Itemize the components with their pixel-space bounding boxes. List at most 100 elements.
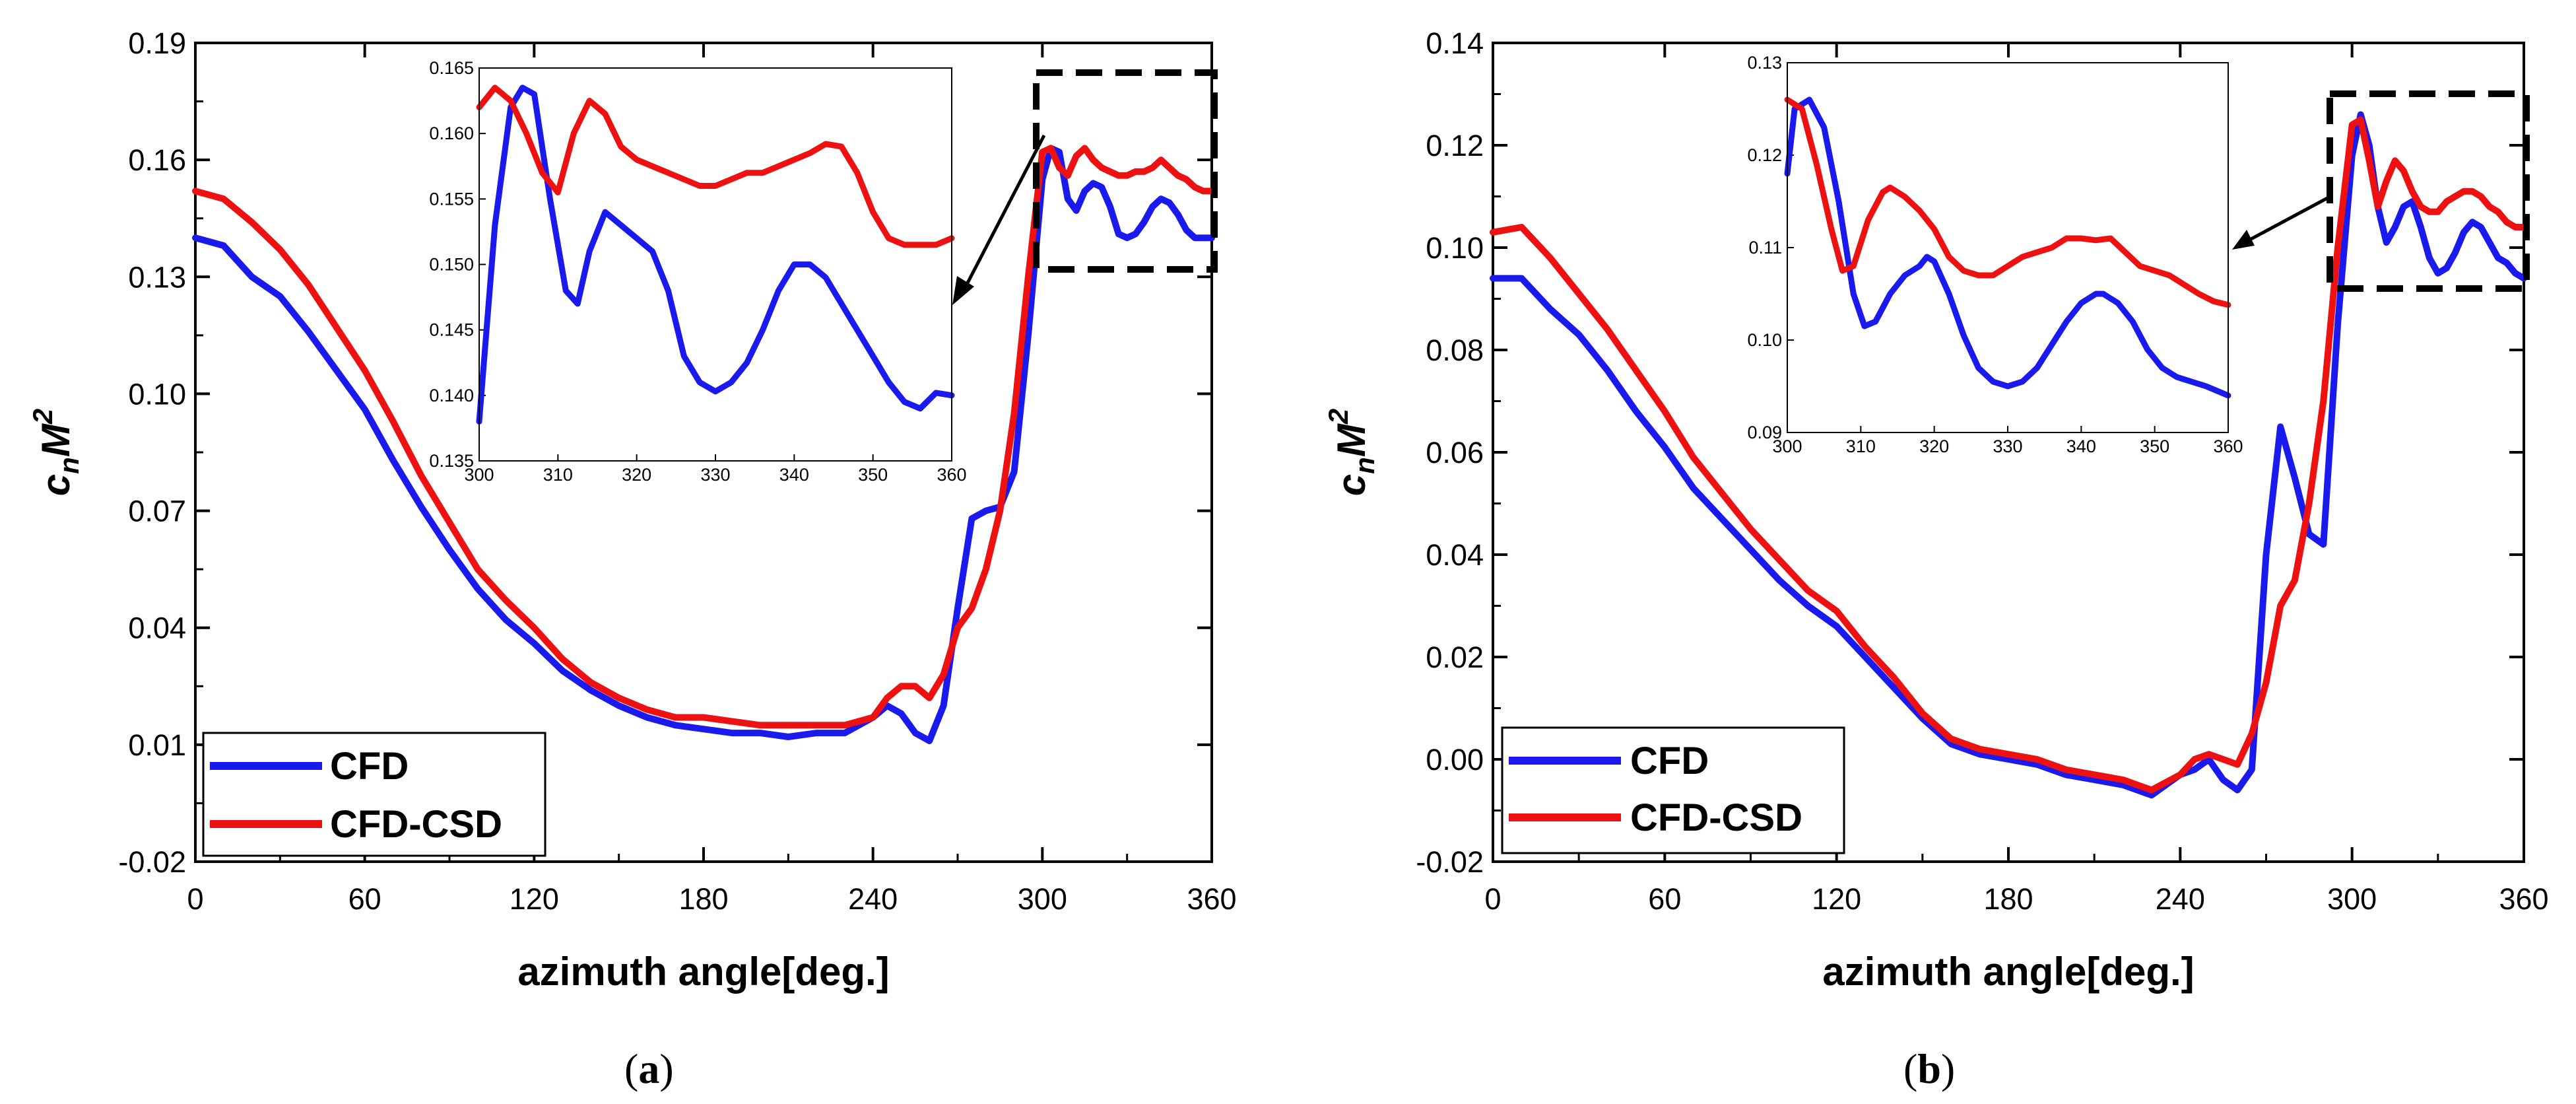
x-tick-label: 60	[1648, 882, 1681, 916]
inset-y-tick-label: 0.165	[429, 58, 474, 78]
inset-x-tick-label: 300	[464, 465, 494, 485]
x-tick-label: 0	[187, 882, 203, 916]
panel-b-inset-ticks: 300 310 320 330 340 350 360 0.09 0.10 0.11 0.12 0.1…	[1747, 53, 2243, 456]
legend-label-cfd-csd: CFD-CSD	[1630, 796, 1802, 839]
inset-y-tick-label: 0.10	[1747, 330, 1782, 350]
inset-y-tick-label: 0.11	[1748, 238, 1782, 258]
inset-x-tick-label: 330	[1993, 436, 2022, 456]
panel-b-inset-bg	[1787, 63, 2228, 432]
inset-x-tick-label: 310	[1846, 436, 1876, 456]
panel-a-legend: CFD CFD-CSD	[202, 732, 546, 857]
y-tick-label: 0.19	[128, 26, 186, 60]
inset-y-tick-label: 0.145	[429, 320, 474, 340]
y-tick-label: -0.02	[1416, 845, 1484, 879]
x-tick-label: 240	[2156, 882, 2205, 916]
y-tick-label: 0.08	[1426, 333, 1484, 367]
panel-a-inset-series	[476, 85, 955, 425]
inset-y-tick-label: 0.09	[1747, 423, 1782, 442]
inset-y-tick-label: 0.13	[1747, 53, 1782, 73]
y-tick-label: 0.10	[128, 377, 186, 411]
y-tick-label: -0.02	[118, 845, 186, 879]
panel-b-x-axis-label: azimuth angle[deg.]	[1822, 949, 2194, 994]
series-line-cfd-csd	[1490, 116, 2527, 794]
panel-b: 0 60 120 180 240 300 360 -0.02 0.00 0.02 0.04 0.06…	[1323, 26, 2549, 1092]
panel-a-y-ticks: -0.02 0.01 0.04 0.07 0.10 0.13 0.16 0.19	[118, 26, 1212, 879]
inset-x-tick-label: 350	[858, 465, 888, 485]
panel-b-zoom-box	[2327, 90, 2530, 292]
svg-text:cnM2: cnM2	[27, 409, 84, 496]
panel-a-caption: (a)	[624, 1045, 674, 1092]
y-tick-label: 0.16	[128, 143, 186, 177]
x-tick-label: 180	[678, 882, 728, 916]
x-tick-label: 360	[2499, 882, 2548, 916]
inset-x-tick-label: 300	[1772, 436, 1802, 456]
inset-x-tick-label: 330	[700, 465, 730, 485]
inset-y-tick-label: 0.155	[429, 189, 474, 209]
panel-b-legend: CFD CFD-CSD	[1501, 726, 1845, 854]
x-tick-label: 120	[510, 882, 559, 916]
panel-b-y-ticks: -0.02 0.00 0.02 0.04 0.06 0.08 0.10 0.12 0.14	[1416, 26, 2524, 879]
y-tick-label: 0.04	[128, 611, 186, 645]
panel-a-zoom-arrow	[962, 134, 1046, 292]
inset-y-tick-label: 0.135	[429, 451, 474, 471]
y-tick-label: 0.07	[128, 495, 186, 528]
inset-series-line-cfd	[1784, 96, 2231, 399]
x-tick-label: 240	[848, 882, 898, 916]
inset-x-tick-label: 340	[2066, 436, 2096, 456]
panel-a-x-ticks: 0 60 120 180 240 300 360	[187, 43, 1237, 916]
panel-b-zoom-arrow	[2246, 195, 2331, 243]
y-tick-label: 0.10	[1426, 231, 1484, 265]
inset-x-tick-label: 320	[1919, 436, 1949, 456]
inset-series-line-cfd-csd	[476, 85, 955, 248]
inset-x-tick-label: 360	[2213, 436, 2243, 456]
panel-a-series	[192, 145, 1215, 744]
legend-label-cfd-csd: CFD-CSD	[330, 803, 502, 846]
panel-a-y-axis-label: cnM2	[27, 409, 84, 496]
inset-y-tick-label: 0.12	[1747, 145, 1782, 165]
x-tick-label: 120	[1812, 882, 1861, 916]
panel-b-zoom-arrowhead	[2232, 230, 2255, 250]
panel-b-inset-frame	[1787, 62, 2229, 433]
inset-x-tick-label: 340	[779, 465, 809, 485]
y-tick-label: 0.00	[1426, 743, 1484, 776]
legend-label-cfd: CFD	[1630, 740, 1709, 782]
x-tick-label: 60	[348, 882, 381, 916]
inset-x-tick-label: 350	[2140, 436, 2169, 456]
inset-series-line-cfd-csd	[1784, 96, 2231, 308]
panel-a-zoom-arrowhead	[952, 276, 974, 305]
series-line-cfd-csd	[192, 145, 1215, 729]
y-tick-label: 0.02	[1426, 640, 1484, 674]
inset-x-tick-label: 360	[937, 465, 966, 485]
x-tick-label: 360	[1187, 882, 1236, 916]
series-line-cfd	[1490, 111, 2527, 799]
svg-text:cnM2: cnM2	[1323, 409, 1380, 496]
panel-a-inset-bg	[479, 68, 952, 461]
inset-x-tick-label: 310	[543, 465, 573, 485]
legend-label-cfd: CFD	[330, 745, 409, 788]
panel-b-y-axis-label: cnM2	[1323, 409, 1380, 496]
inset-y-tick-label: 0.160	[429, 123, 474, 143]
x-tick-label: 300	[2327, 882, 2377, 916]
series-line-cfd	[192, 145, 1215, 744]
y-tick-label: 0.13	[128, 260, 186, 294]
panel-a: 0 60 120 180 240 300 360 -0.02 0.01 0.04 0.07 0.10…	[27, 26, 1237, 1092]
panel-b-series	[1490, 111, 2527, 799]
panel-a-inset-ticks: 300 310 320 330 340 350 360 0.135 0.140 0.145 0.15…	[429, 58, 966, 485]
inset-y-tick-label: 0.150	[429, 255, 474, 275]
y-tick-label: 0.12	[1426, 129, 1484, 162]
y-tick-label: 0.04	[1426, 538, 1484, 572]
panel-b-inset-series	[1784, 96, 2231, 399]
y-tick-label: 0.06	[1426, 436, 1484, 469]
panel-a-inset-frame	[479, 67, 952, 462]
y-tick-label: 0.14	[1426, 26, 1484, 60]
x-tick-label: 180	[1983, 882, 2033, 916]
inset-x-tick-label: 320	[622, 465, 651, 485]
panel-a-zoom-box	[1033, 69, 1218, 273]
inset-series-line-cfd	[476, 85, 955, 425]
x-tick-label: 0	[1484, 882, 1501, 916]
panel-b-x-ticks: 0 60 120 180 240 300 360	[1484, 43, 2549, 916]
y-tick-label: 0.01	[128, 728, 186, 762]
inset-y-tick-label: 0.140	[429, 386, 474, 405]
panel-a-x-axis-label: azimuth angle[deg.]	[517, 949, 889, 994]
